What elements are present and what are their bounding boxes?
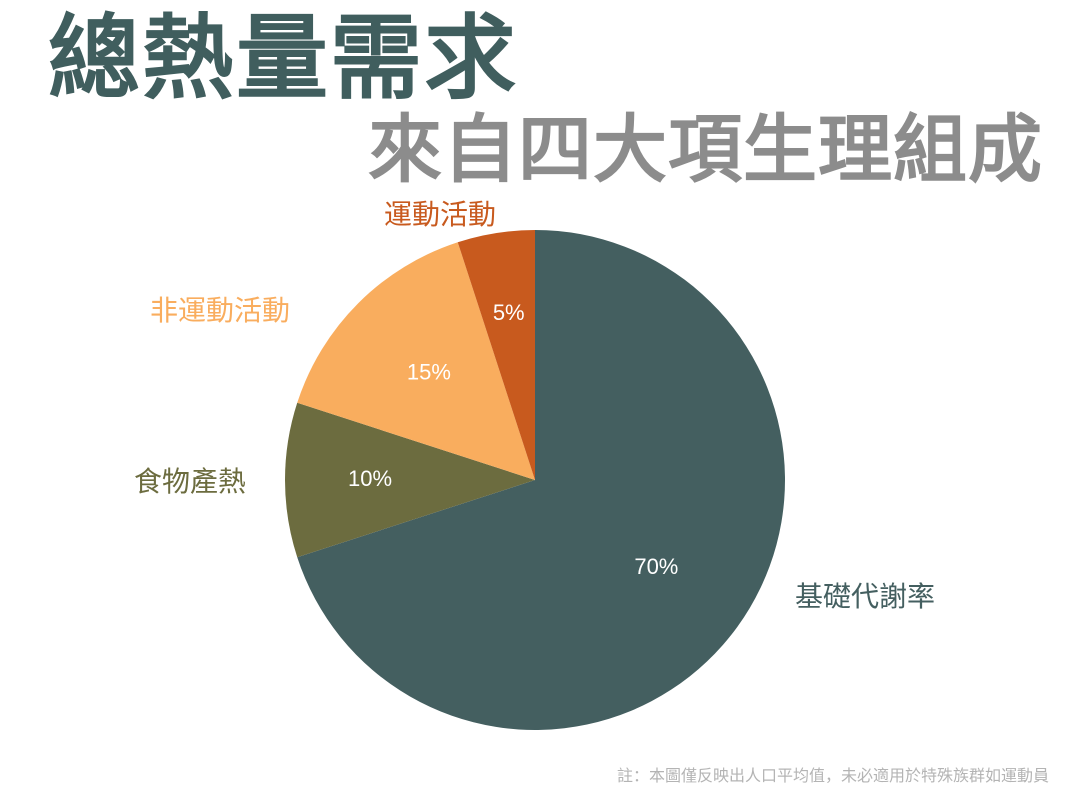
slice-category-label: 非運動活動 — [150, 294, 290, 327]
slice-category-label: 基礎代謝率 — [795, 580, 935, 613]
slice-category-label: 運動活動 — [384, 198, 496, 231]
slice-percent-label: 15% — [407, 360, 451, 385]
pie-slice — [297, 230, 785, 730]
slice-category-label: 食物產熱 — [134, 465, 246, 498]
pie-slice — [457, 230, 535, 480]
slice-percent-label: 5% — [493, 300, 525, 325]
page-title: 總熱量需求 — [48, 5, 519, 112]
page-subtitle: 來自四大項生理組成 — [368, 107, 1043, 193]
pie-slice — [284, 402, 535, 558]
slice-percent-label: 10% — [348, 466, 392, 491]
pie-slice — [297, 242, 535, 480]
slice-percent-label: 70% — [634, 554, 678, 579]
footnote: 註：本圖僅反映出人口平均值，未必適用於特殊族群如運動員 — [616, 766, 1049, 785]
